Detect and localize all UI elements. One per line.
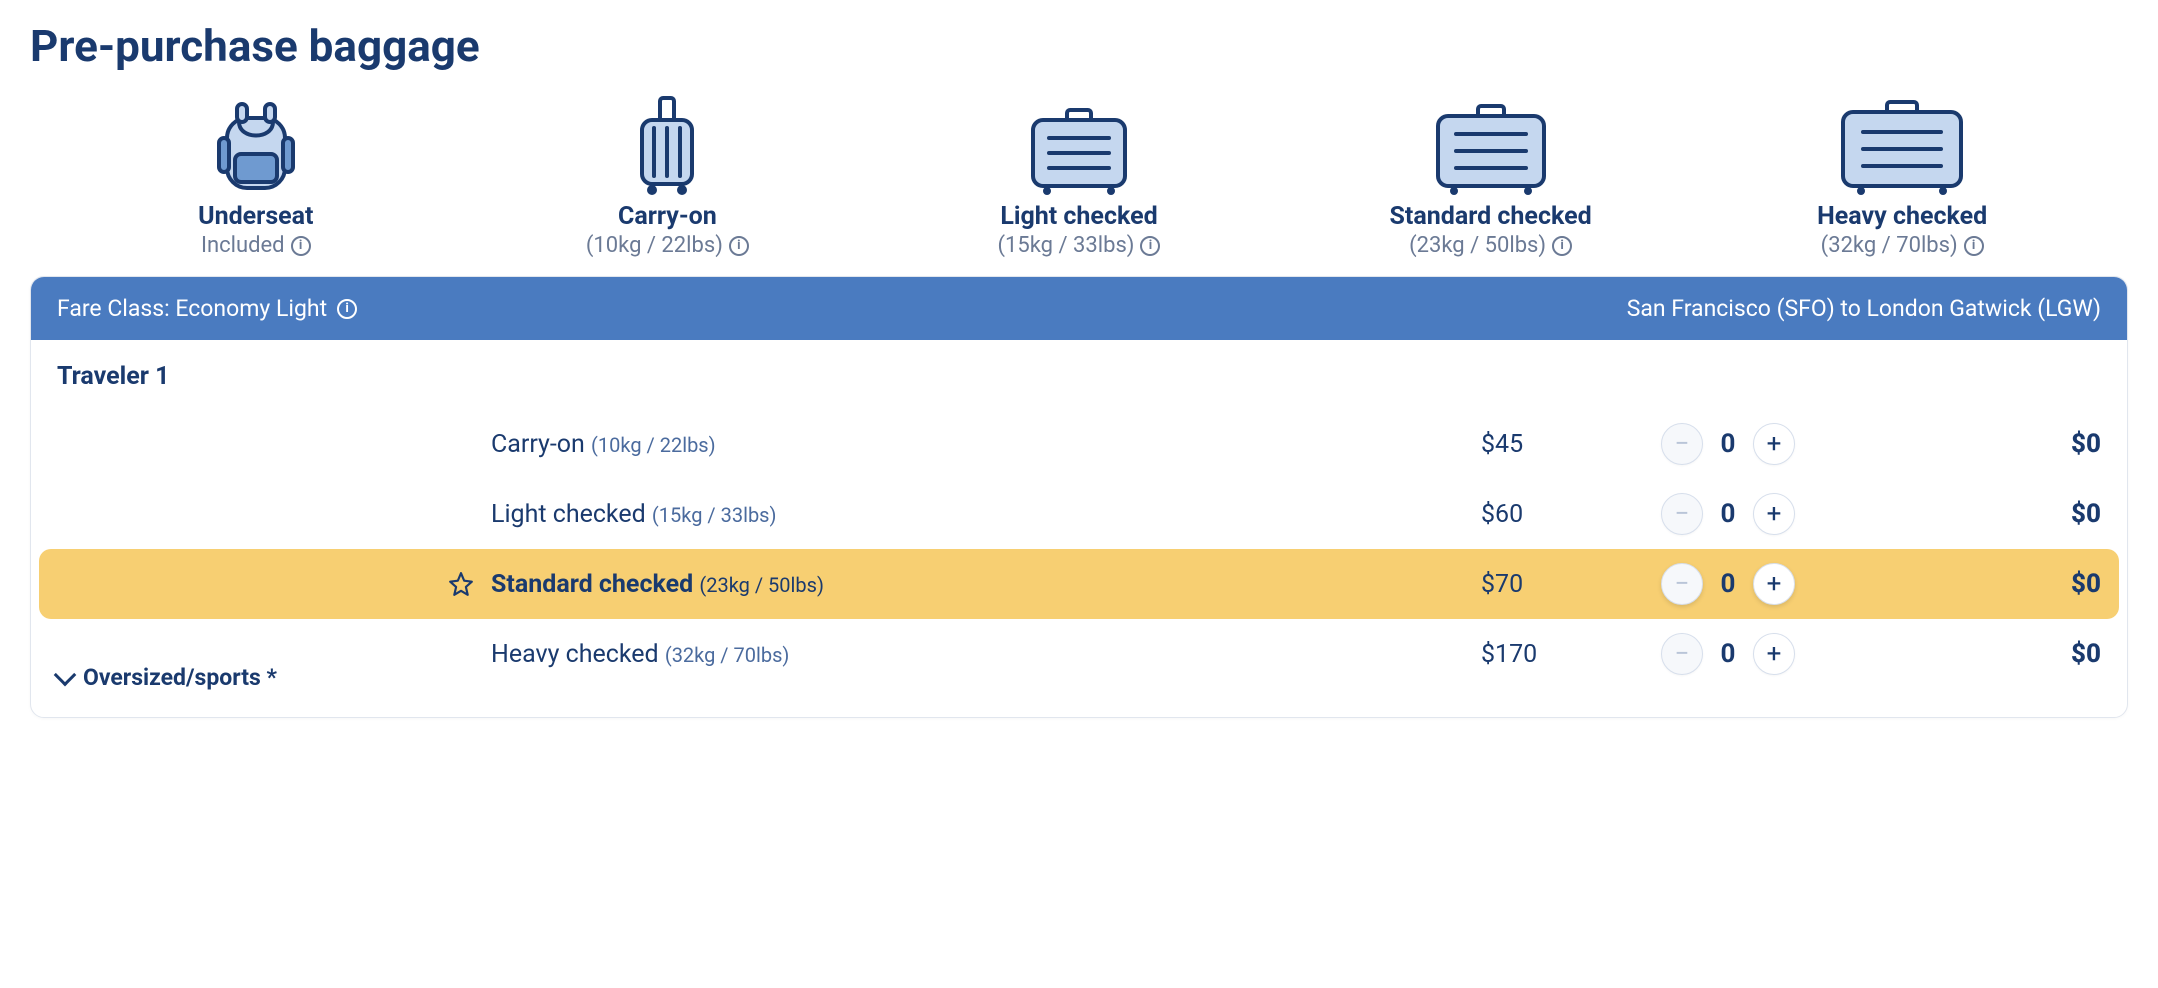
- baggage-name: Heavy checked (32kg / 70lbs): [491, 640, 1481, 669]
- decrement-button[interactable]: −: [1661, 563, 1703, 605]
- baggage-total: $0: [1921, 639, 2101, 669]
- baggage-row: Heavy checked (32kg / 70lbs)$170−0 + $0: [31, 619, 2127, 689]
- panel-header: Fare Class: Economy Light i San Francisc…: [31, 277, 2127, 340]
- quantity-value: 0: [1717, 639, 1739, 669]
- info-icon[interactable]: i: [1140, 236, 1160, 256]
- oversized-toggle[interactable]: Oversized/sports *: [57, 664, 277, 691]
- suitcase-small-icon: [1027, 108, 1131, 196]
- info-icon[interactable]: i: [729, 236, 749, 256]
- bag-type-title: Heavy checked: [1817, 202, 1987, 231]
- bag-type-standard: Standard checked (23kg / 50lbs) i: [1285, 96, 1697, 258]
- bag-type-sub: (10kg / 22lbs) i: [586, 233, 749, 258]
- info-icon[interactable]: i: [1964, 236, 1984, 256]
- baggage-price: $170: [1481, 640, 1661, 669]
- carryon-icon: [636, 96, 698, 196]
- info-icon[interactable]: i: [337, 299, 357, 319]
- fare-class-label: Fare Class: Economy Light: [57, 295, 327, 322]
- baggage-total: $0: [1921, 499, 2101, 529]
- quantity-value: 0: [1717, 429, 1739, 459]
- baggage-name: Standard checked (23kg / 50lbs): [491, 570, 1481, 599]
- baggage-panel: Fare Class: Economy Light i San Francisc…: [30, 276, 2128, 718]
- page-title: Pre-purchase baggage: [30, 20, 2128, 72]
- bag-type-sub: (32kg / 70lbs) i: [1821, 233, 1984, 258]
- baggage-price: $70: [1481, 570, 1661, 599]
- bag-type-title: Standard checked: [1390, 202, 1592, 231]
- quantity-stepper: −0 +: [1661, 493, 1921, 535]
- baggage-name: Light checked (15kg / 33lbs): [491, 500, 1481, 529]
- baggage-name: Carry-on (10kg / 22lbs): [491, 430, 1481, 459]
- bag-type-light: Light checked (15kg / 33lbs) i: [873, 96, 1285, 258]
- quantity-stepper: −0 +: [1661, 423, 1921, 465]
- baggage-row: Carry-on (10kg / 22lbs)$45−0 + $0: [31, 409, 2127, 479]
- baggage-total: $0: [1921, 429, 2101, 459]
- quantity-stepper: −0 +: [1661, 563, 1921, 605]
- backpack-icon: [217, 100, 295, 196]
- star-icon: [448, 571, 474, 597]
- bag-type-underseat: Underseat Included i: [50, 96, 462, 258]
- baggage-total: $0: [1921, 569, 2101, 599]
- route-label: San Francisco (SFO) to London Gatwick (L…: [1627, 295, 2101, 322]
- increment-button[interactable]: +: [1753, 633, 1795, 675]
- baggage-price: $60: [1481, 500, 1661, 529]
- increment-button[interactable]: +: [1753, 563, 1795, 605]
- baggage-price: $45: [1481, 430, 1661, 459]
- quantity-stepper: −0 +: [1661, 633, 1921, 675]
- panel-body: Traveler 1 Carry-on (10kg / 22lbs)$45−0+…: [31, 340, 2127, 717]
- baggage-row: Standard checked (23kg / 50lbs)$70−0 + $0: [39, 549, 2119, 619]
- suitcase-medium-icon: [1432, 104, 1550, 196]
- star-cell: [431, 571, 491, 597]
- quantity-value: 0: [1717, 569, 1739, 599]
- increment-button[interactable]: +: [1753, 493, 1795, 535]
- decrement-button[interactable]: −: [1661, 423, 1703, 465]
- bag-type-sub: (23kg / 50lbs) i: [1409, 233, 1572, 258]
- decrement-button[interactable]: −: [1661, 493, 1703, 535]
- bag-type-sub: Included i: [201, 233, 311, 258]
- increment-button[interactable]: +: [1753, 423, 1795, 465]
- traveler-label: Traveler 1: [31, 362, 2127, 391]
- quantity-value: 0: [1717, 499, 1739, 529]
- baggage-row: Light checked (15kg / 33lbs)$60−0 + $0: [31, 479, 2127, 549]
- chevron-down-icon: [54, 663, 77, 686]
- bag-type-title: Light checked: [1000, 202, 1157, 231]
- decrement-button[interactable]: −: [1661, 633, 1703, 675]
- bag-type-header-row: Underseat Included i Carry-on (10kg / 22…: [30, 96, 2128, 258]
- info-icon[interactable]: i: [1552, 236, 1572, 256]
- bag-type-title: Underseat: [198, 202, 313, 231]
- bag-type-carryon: Carry-on (10kg / 22lbs) i: [462, 96, 874, 258]
- suitcase-large-icon: [1837, 100, 1967, 196]
- bag-type-heavy: Heavy checked (32kg / 70lbs) i: [1696, 96, 2108, 258]
- bag-type-title: Carry-on: [618, 202, 717, 231]
- bag-type-sub: (15kg / 33lbs) i: [997, 233, 1160, 258]
- info-icon[interactable]: i: [291, 236, 311, 256]
